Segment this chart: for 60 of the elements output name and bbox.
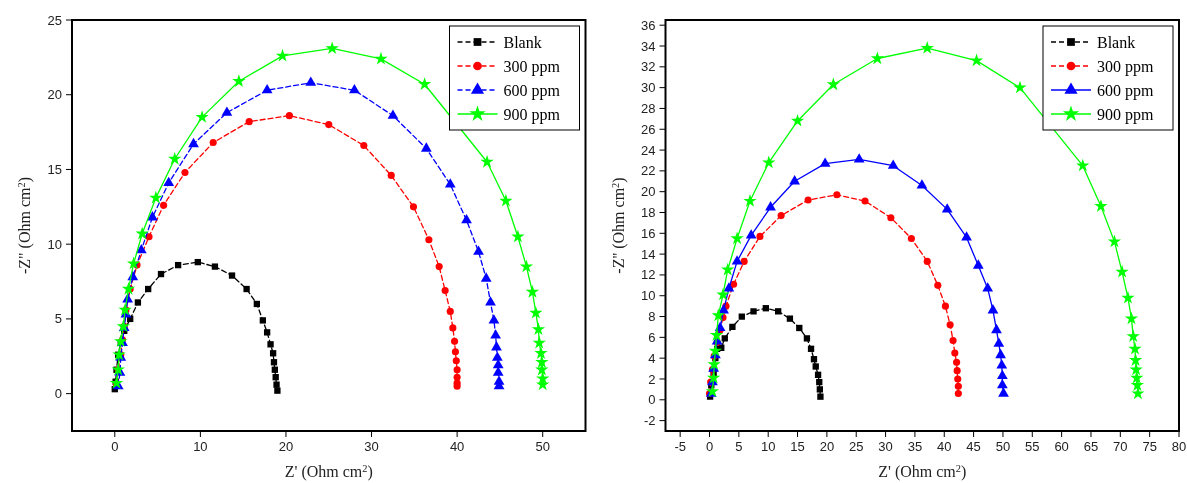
y-tick-label: 4 — [648, 350, 656, 366]
x-tick-label: 45 — [966, 439, 981, 454]
y-tick-label: 20 — [641, 184, 656, 200]
y-tick-label: -2 — [643, 413, 656, 429]
legend-label: 900 ppm — [1097, 105, 1154, 124]
x-tick-label: -5 — [674, 439, 686, 454]
y-tick-label: 32 — [641, 59, 656, 75]
y-tick-label: 22 — [641, 163, 656, 179]
y-tick-label: 10 — [641, 288, 656, 304]
y-tick-label: 15 — [47, 162, 62, 177]
x-axis-title: Z' (Ohm cm$^{2}$) — [284, 462, 373, 481]
x-tick-label: 10 — [193, 439, 208, 454]
y-tick-label: 16 — [641, 225, 656, 241]
y-tick-label: 18 — [641, 205, 656, 221]
y-tick-label: 0 — [54, 386, 62, 402]
legend-label: 600 ppm — [1097, 81, 1154, 100]
y-tick-label: 34 — [641, 38, 656, 54]
y-tick-label: 20 — [47, 87, 62, 103]
y-tick-label: 24 — [641, 142, 656, 158]
y-tick-label: 28 — [641, 100, 656, 116]
legend-label: 600 ppm — [503, 81, 561, 100]
x-tick-label: 30 — [364, 439, 379, 454]
y-tick-label: 0 — [648, 392, 656, 408]
x-tick-label: 60 — [1054, 439, 1069, 454]
legend-label: Blank — [1097, 33, 1136, 51]
x-tick-label: 20 — [819, 439, 835, 454]
x-tick-label: 0 — [111, 439, 119, 454]
x-tick-label: 5 — [735, 439, 743, 454]
x-tick-label: 30 — [878, 439, 893, 454]
y-tick-label: 36 — [641, 17, 656, 33]
x-tick-label: 20 — [278, 439, 294, 454]
y-tick-label: 30 — [641, 80, 656, 96]
x-tick-label: 80 — [1171, 439, 1187, 454]
x-tick-label: 0 — [705, 439, 714, 454]
x-axis-title: Z' (Ohm cm$^{2}$) — [878, 462, 967, 481]
x-tick-label: 70 — [1113, 439, 1128, 454]
legend-label: 300 ppm — [1097, 57, 1154, 76]
x-tick-label: 35 — [907, 439, 923, 454]
y-tick-label: 25 — [47, 12, 62, 28]
y-tick-label: 26 — [641, 121, 656, 137]
x-tick-label: 50 — [535, 439, 550, 454]
y-tick-label: 8 — [648, 309, 656, 325]
x-tick-label: 10 — [760, 439, 776, 454]
legend-label: 300 ppm — [503, 57, 561, 76]
x-tick-label: 65 — [1083, 439, 1099, 454]
y-tick-label: 6 — [648, 329, 656, 345]
x-tick-label: 40 — [937, 439, 952, 454]
y-tick-label: 12 — [641, 267, 656, 283]
y-tick-label: 14 — [641, 246, 656, 262]
x-tick-label: 15 — [790, 439, 805, 454]
legend-label: 900 ppm — [503, 105, 561, 124]
x-tick-label: 55 — [1025, 439, 1040, 454]
x-tick-label: 40 — [449, 439, 465, 454]
x-tick-label: 75 — [1142, 439, 1157, 454]
y-tick-label: 2 — [648, 371, 656, 387]
x-tick-label: 50 — [995, 439, 1011, 454]
x-tick-label: 25 — [848, 439, 864, 454]
y-tick-label: 5 — [54, 311, 62, 327]
legend-label: Blank — [503, 33, 542, 51]
y-tick-label: 10 — [47, 236, 62, 252]
